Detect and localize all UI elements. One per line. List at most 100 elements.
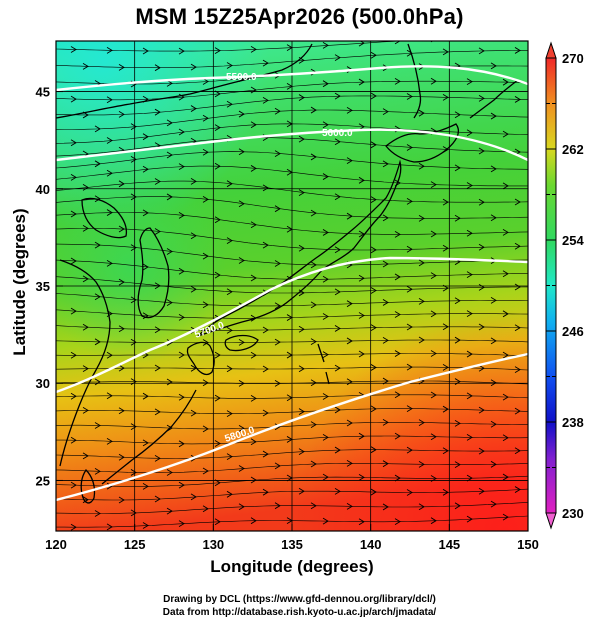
plot-area: 5500.0 5600.0 5700.0 5800.0 bbox=[56, 33, 528, 531]
wind-arrowhead bbox=[118, 225, 125, 233]
wind-arrowhead bbox=[382, 214, 389, 222]
wind-arrowhead bbox=[250, 165, 257, 172]
wind-arrowhead bbox=[370, 405, 377, 413]
wind-arrowhead bbox=[178, 393, 185, 401]
wind-arrowhead bbox=[274, 260, 281, 267]
colorbar: 270 262 254 246 238 230 bbox=[545, 41, 584, 530]
wind-arrowhead bbox=[202, 114, 209, 122]
wind-arrowhead bbox=[262, 184, 269, 192]
wind-arrowhead bbox=[502, 434, 509, 442]
colorbar-tick-label: 246 bbox=[562, 324, 584, 339]
wind-arrowhead bbox=[442, 405, 449, 413]
contour-line-5600 bbox=[56, 128, 528, 162]
colorbar-bottom-arrow bbox=[545, 512, 557, 530]
y-tick-label: 35 bbox=[36, 279, 50, 294]
wind-arrowhead bbox=[454, 214, 461, 222]
wind-arrowhead bbox=[346, 107, 353, 114]
wind-arrowhead bbox=[214, 162, 221, 170]
wind-arrowhead bbox=[346, 419, 353, 427]
wind-arrowhead bbox=[334, 325, 341, 332]
wind-arrowhead bbox=[514, 366, 521, 374]
contour-label: 5600.0 bbox=[322, 128, 353, 139]
wind-arrowhead bbox=[418, 336, 425, 344]
wind-arrowhead bbox=[118, 325, 125, 333]
wind-arrowhead bbox=[382, 503, 389, 511]
wind-arrowhead bbox=[82, 183, 89, 191]
wind-arrowhead bbox=[202, 78, 209, 85]
x-tick-label: 120 bbox=[45, 537, 67, 552]
wind-arrowhead bbox=[478, 198, 485, 206]
wind-arrowhead bbox=[262, 365, 269, 373]
wind-arrowhead bbox=[94, 293, 101, 301]
wind-arrowhead bbox=[310, 338, 317, 345]
wind-arrowhead bbox=[154, 454, 161, 462]
wind-arrowhead bbox=[154, 408, 161, 416]
wind-arrowhead bbox=[70, 436, 77, 444]
colorbar-tick-label: 230 bbox=[562, 506, 584, 521]
coastline-china-coast bbox=[59, 259, 111, 467]
wind-arrowhead bbox=[358, 432, 365, 440]
wind-arrowhead bbox=[214, 124, 221, 132]
wind-arrowhead bbox=[118, 63, 125, 71]
wind-arrowhead bbox=[430, 391, 437, 399]
wind-arrowhead bbox=[70, 481, 77, 489]
wind-arrowhead bbox=[490, 62, 497, 70]
colorbar-top-arrow bbox=[545, 41, 557, 59]
wind-arrowhead bbox=[334, 92, 341, 100]
wind-arrowhead bbox=[322, 275, 329, 283]
wind-arrowhead bbox=[442, 488, 449, 496]
wind-arrowhead bbox=[382, 260, 389, 268]
wind-arrowhead bbox=[430, 272, 437, 280]
wind-arrowhead bbox=[382, 299, 389, 306]
wind-arrowhead bbox=[190, 493, 197, 501]
wind-arrowhead bbox=[142, 439, 149, 447]
y-tick-label: 40 bbox=[36, 182, 50, 197]
wind-arrowhead bbox=[214, 47, 221, 54]
wind-arrowhead bbox=[226, 490, 233, 498]
wind-arrowhead bbox=[262, 409, 269, 417]
wind-arrowhead bbox=[322, 517, 329, 525]
wind-arrowhead bbox=[514, 447, 521, 455]
wind-arrowhead bbox=[190, 105, 197, 112]
wind-arrowhead bbox=[454, 297, 461, 305]
wind-arrowhead bbox=[442, 244, 449, 252]
x-tick-label: 125 bbox=[124, 537, 146, 552]
wind-arrowhead bbox=[178, 47, 185, 55]
wind-arrowhead bbox=[346, 459, 353, 467]
wind-arrowhead bbox=[202, 467, 209, 475]
wind-arrowhead bbox=[190, 63, 197, 71]
wind-arrowhead bbox=[274, 423, 281, 431]
y-tick-label: 45 bbox=[36, 85, 50, 100]
wind-arrowhead bbox=[418, 162, 425, 170]
wind-arrowhead bbox=[214, 394, 221, 402]
wind-arrowhead bbox=[202, 195, 209, 203]
x-tick-label: 140 bbox=[360, 537, 382, 552]
wind-arrowhead bbox=[70, 95, 77, 103]
wind-arrowhead bbox=[190, 285, 197, 293]
wind-arrowhead bbox=[202, 148, 209, 156]
wind-arrowhead bbox=[503, 33, 508, 39]
wind-arrowhead bbox=[154, 495, 161, 503]
wind-arrowhead bbox=[214, 351, 221, 359]
wind-arrowhead bbox=[466, 392, 473, 400]
coastline-shikoku bbox=[224, 334, 259, 352]
credits: Drawing by DCL (https://www.gfd-dennou.o… bbox=[0, 593, 599, 619]
wind-arrowhead bbox=[346, 378, 353, 386]
wind-arrowhead bbox=[94, 241, 101, 249]
wind-arrowhead bbox=[154, 364, 161, 372]
wind-arrowhead bbox=[202, 505, 209, 513]
wind-arrowhead bbox=[118, 110, 125, 118]
wind-arrowhead bbox=[94, 125, 101, 133]
wind-arrowhead bbox=[250, 45, 257, 53]
wind-arrowhead bbox=[490, 460, 497, 468]
wind-arrowhead bbox=[442, 93, 449, 101]
wind-arrowhead bbox=[166, 248, 173, 255]
contour-line-5700 bbox=[56, 256, 528, 394]
wind-arrowhead bbox=[394, 77, 401, 85]
wind-arrowhead bbox=[346, 337, 353, 345]
coastline-korea bbox=[137, 227, 170, 319]
wind-arrowhead bbox=[94, 195, 101, 203]
wind-arrowhead bbox=[442, 323, 449, 331]
wind-arrowhead bbox=[466, 310, 473, 317]
wind-arrowhead bbox=[466, 271, 473, 278]
